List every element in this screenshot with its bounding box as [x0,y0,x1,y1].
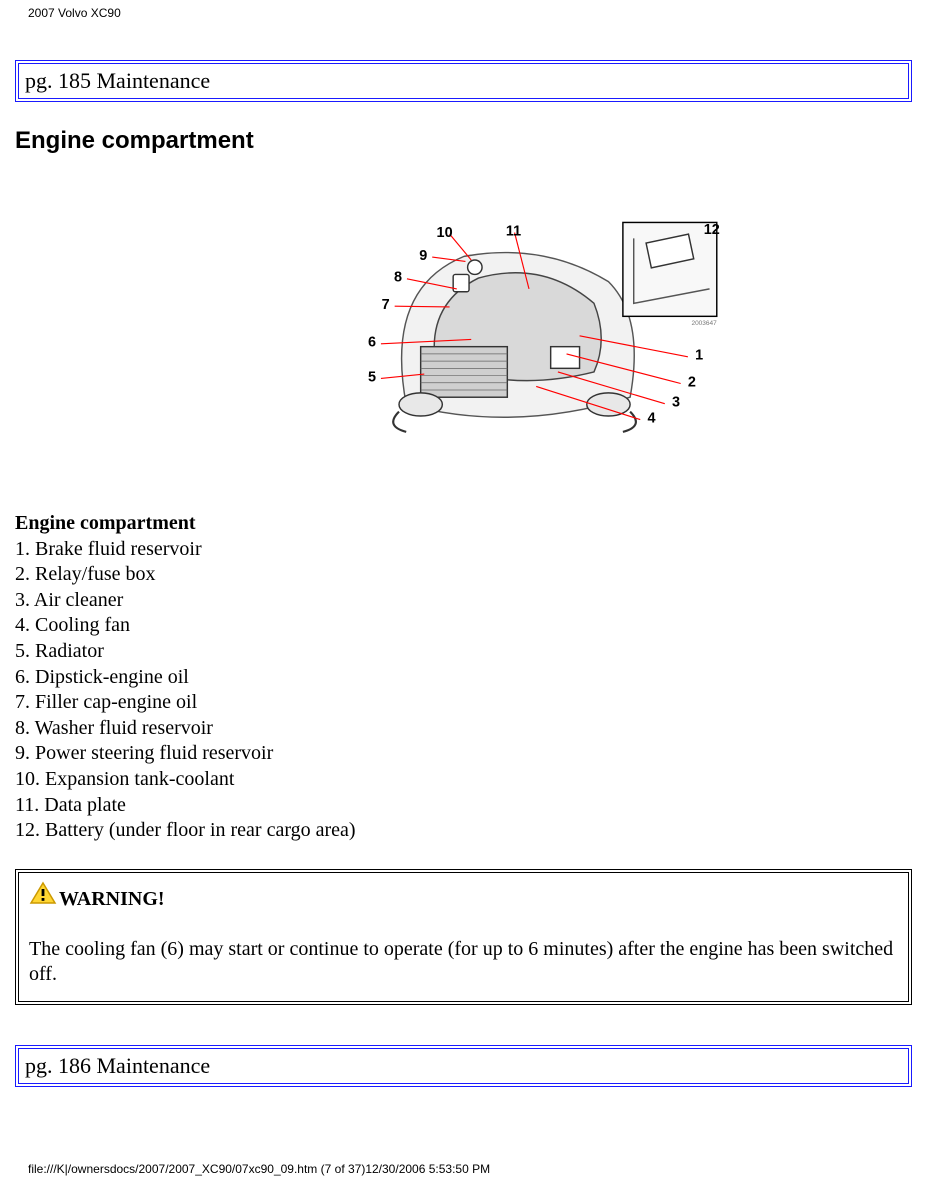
component-list: Engine compartment 1. Brake fluid reserv… [15,511,927,844]
component-list-item: 8. Washer fluid reservoir [15,716,927,742]
component-list-item: 9. Power steering fluid reservoir [15,741,927,767]
svg-text:6: 6 [367,335,375,351]
warning-label: WARNING! [59,888,165,910]
component-list-item: 12. Battery (under floor in rear cargo a… [15,818,927,844]
component-list-item: 11. Data plate [15,793,927,819]
doc-footer: file:///K|/ownersdocs/2007/2007_XC90/07x… [0,1107,927,1176]
doc-header: 2007 Volvo XC90 [0,0,927,20]
svg-text:11: 11 [505,223,520,239]
svg-text:12: 12 [703,222,719,238]
component-list-item: 5. Radiator [15,639,927,665]
warning-body: The cooling fan (6) may start or continu… [29,937,898,987]
svg-text:1: 1 [695,348,703,364]
section-title: Engine compartment [15,127,927,155]
svg-text:2: 2 [687,374,695,390]
component-list-item: 3. Air cleaner [15,588,927,614]
component-list-item: 4. Cooling fan [15,613,927,639]
svg-text:9: 9 [419,248,427,264]
component-list-item: 6. Dipstick-engine oil [15,665,927,691]
component-list-item: 10. Expansion tank-coolant [15,767,927,793]
component-list-item: 7. Filler cap-engine oil [15,690,927,716]
component-list-item: 2. Relay/fuse box [15,562,927,588]
svg-text:3: 3 [672,395,680,411]
warning-icon [29,881,57,911]
component-list-item: 1. Brake fluid reservoir [15,537,927,563]
svg-text:8: 8 [393,270,401,286]
svg-text:10: 10 [436,225,452,241]
svg-text:4: 4 [647,411,655,427]
engine-diagram: 109876512341112 2003647 [0,175,927,481]
svg-text:5: 5 [367,369,375,385]
warning-box: WARNING! The cooling fan (6) may start o… [15,869,912,1005]
component-list-title: Engine compartment [15,511,927,537]
svg-text:7: 7 [381,297,389,313]
page-banner-185: pg. 185 Maintenance [15,60,912,102]
engine-diagram-svg: 109876512341112 2003647 [204,175,724,475]
svg-text:2003647: 2003647 [691,320,717,327]
page-banner-186: pg. 186 Maintenance [15,1045,912,1087]
